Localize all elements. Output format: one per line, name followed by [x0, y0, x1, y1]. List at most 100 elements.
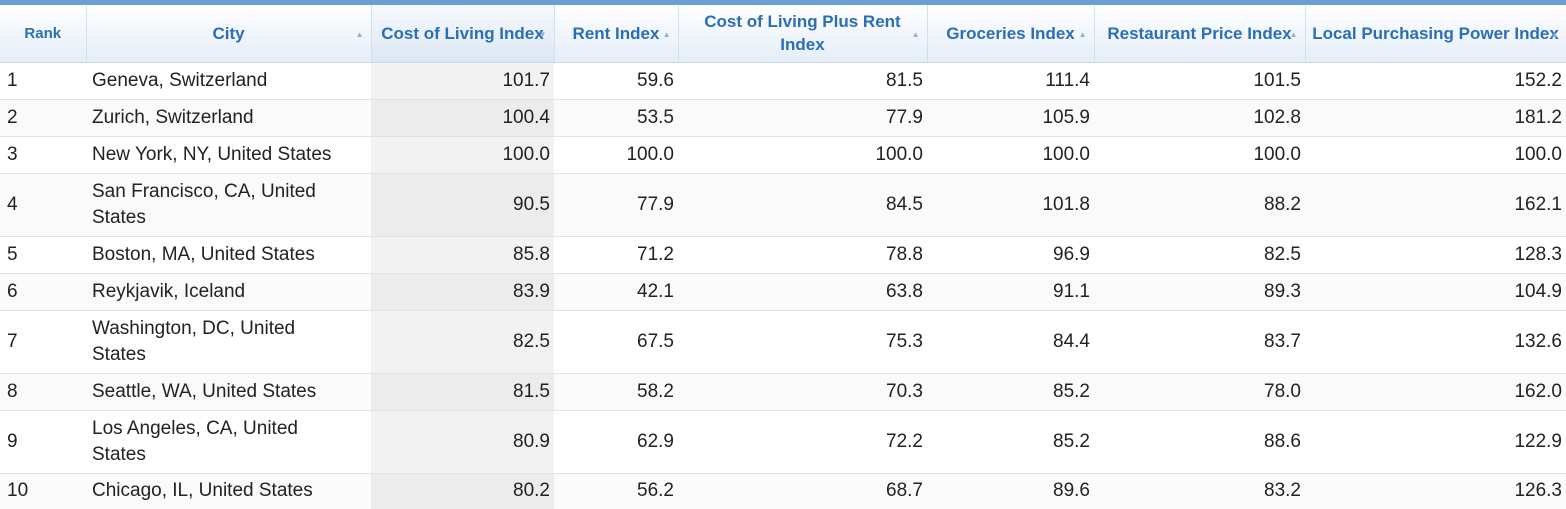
cell-cost-of-living: 90.5	[371, 173, 554, 237]
cell-rank: 6	[0, 273, 86, 311]
cell-cost-of-living: 100.4	[371, 99, 554, 137]
cell-restaurant: 100.0	[1094, 136, 1305, 174]
cell-restaurant: 78.0	[1094, 373, 1305, 411]
cell-restaurant: 102.8	[1094, 99, 1305, 137]
cell-restaurant: 88.6	[1094, 410, 1305, 474]
header-city[interactable]: City ▲	[86, 5, 372, 63]
table-row: 8 Seattle, WA, United States 81.5 58.2 7…	[0, 373, 1566, 411]
table-row: 10 Chicago, IL, United States 80.2 56.2 …	[0, 473, 1566, 509]
header-rank-label: Rank	[24, 24, 62, 42]
cell-col-plus-rent: 68.7	[678, 473, 927, 509]
cell-purchasing-power: 122.9	[1305, 410, 1566, 474]
cell-restaurant: 83.2	[1094, 473, 1305, 509]
header-rent[interactable]: Rent Index ▲	[554, 5, 679, 63]
cell-rent: 56.2	[554, 473, 678, 509]
cell-rent: 77.9	[554, 173, 678, 237]
cell-city: Geneva, Switzerland	[86, 62, 371, 100]
table-row: 6 Reykjavik, Iceland 83.9 42.1 63.8 91.1…	[0, 273, 1566, 311]
cell-groceries: 101.8	[927, 173, 1094, 237]
header-city-label: City	[212, 23, 245, 43]
sort-arrow-icon: ▲	[355, 30, 364, 40]
cell-col-plus-rent: 100.0	[678, 136, 927, 174]
header-col-plus-rent[interactable]: Cost of Living Plus Rent Index ▲	[678, 5, 928, 63]
cell-purchasing-power: 126.3	[1305, 473, 1566, 509]
cell-cost-of-living: 80.9	[371, 410, 554, 474]
cell-rank: 4	[0, 173, 86, 237]
table-row: 9 Los Angeles, CA, United States 80.9 62…	[0, 410, 1566, 474]
cell-city: San Francisco, CA, United States	[86, 173, 371, 237]
sort-arrow-icon: ▲	[1550, 30, 1559, 40]
cell-cost-of-living: 80.2	[371, 473, 554, 509]
cell-cost-of-living: 82.5	[371, 310, 554, 374]
cell-col-plus-rent: 70.3	[678, 373, 927, 411]
cell-city: Reykjavik, Iceland	[86, 273, 371, 311]
header-restaurant-label: Restaurant Price Index	[1107, 23, 1292, 43]
header-purchasing-power-label: Local Purchasing Power Index	[1312, 23, 1559, 43]
table-top-bar	[0, 0, 1566, 5]
cell-city: New York, NY, United States	[86, 136, 371, 174]
cell-groceries: 85.2	[927, 373, 1094, 411]
header-cost-of-living[interactable]: Cost of Living Index ▼	[371, 5, 555, 63]
cell-purchasing-power: 162.1	[1305, 173, 1566, 237]
table-row: 2 Zurich, Switzerland 100.4 53.5 77.9 10…	[0, 99, 1566, 137]
cell-col-plus-rent: 78.8	[678, 236, 927, 274]
cell-purchasing-power: 152.2	[1305, 62, 1566, 100]
cell-city: Zurich, Switzerland	[86, 99, 371, 137]
header-rent-label: Rent Index	[572, 23, 660, 43]
table-row: 7 Washington, DC, United States 82.5 67.…	[0, 310, 1566, 374]
cell-cost-of-living: 85.8	[371, 236, 554, 274]
cell-city: Chicago, IL, United States	[86, 473, 371, 509]
cell-groceries: 84.4	[927, 310, 1094, 374]
header-purchasing-power[interactable]: Local Purchasing Power Index ▲	[1305, 5, 1566, 63]
header-groceries[interactable]: Groceries Index ▲	[927, 5, 1095, 63]
cell-purchasing-power: 132.6	[1305, 310, 1566, 374]
cell-rank: 8	[0, 373, 86, 411]
cell-restaurant: 101.5	[1094, 62, 1305, 100]
sort-arrow-icon: ▲	[911, 30, 920, 40]
cell-rank: 5	[0, 236, 86, 274]
cell-col-plus-rent: 84.5	[678, 173, 927, 237]
header-groceries-label: Groceries Index	[946, 23, 1075, 43]
cell-cost-of-living: 81.5	[371, 373, 554, 411]
cost-of-living-table: Rank City ▲ Cost of Living Index ▼ Rent In…	[0, 5, 1566, 509]
cell-groceries: 100.0	[927, 136, 1094, 174]
cell-rent: 58.2	[554, 373, 678, 411]
cell-rent: 59.6	[554, 62, 678, 100]
table-row: 1 Geneva, Switzerland 101.7 59.6 81.5 11…	[0, 62, 1566, 100]
cell-rent: 42.1	[554, 273, 678, 311]
cell-city: Seattle, WA, United States	[86, 373, 371, 411]
table-row: 4 San Francisco, CA, United States 90.5 …	[0, 173, 1566, 237]
header-cost-of-living-label: Cost of Living Index	[381, 23, 544, 43]
cell-groceries: 91.1	[927, 273, 1094, 311]
header-restaurant[interactable]: Restaurant Price Index ▲	[1094, 5, 1306, 63]
cell-city: Boston, MA, United States	[86, 236, 371, 274]
cell-groceries: 111.4	[927, 62, 1094, 100]
cell-rank: 9	[0, 410, 86, 474]
cell-purchasing-power: 104.9	[1305, 273, 1566, 311]
header-col-plus-rent-label: Cost of Living Plus Rent Index	[704, 12, 901, 55]
cell-rent: 100.0	[554, 136, 678, 174]
table-row: 3 New York, NY, United States 100.0 100.…	[0, 136, 1566, 174]
cell-purchasing-power: 100.0	[1305, 136, 1566, 174]
cell-purchasing-power: 128.3	[1305, 236, 1566, 274]
cell-rank: 2	[0, 99, 86, 137]
cell-col-plus-rent: 77.9	[678, 99, 927, 137]
header-rank[interactable]: Rank	[0, 5, 87, 63]
cell-rank: 7	[0, 310, 86, 374]
cell-rank: 10	[0, 473, 86, 509]
cell-groceries: 89.6	[927, 473, 1094, 509]
cell-rank: 3	[0, 136, 86, 174]
cell-rent: 71.2	[554, 236, 678, 274]
cell-restaurant: 89.3	[1094, 273, 1305, 311]
header-row: Rank City ▲ Cost of Living Index ▼ Rent In…	[0, 5, 1566, 63]
cell-col-plus-rent: 81.5	[678, 62, 927, 100]
cell-col-plus-rent: 72.2	[678, 410, 927, 474]
cell-cost-of-living: 100.0	[371, 136, 554, 174]
sort-arrow-icon: ▲	[662, 30, 671, 40]
cell-groceries: 85.2	[927, 410, 1094, 474]
cell-col-plus-rent: 75.3	[678, 310, 927, 374]
cell-rank: 1	[0, 62, 86, 100]
cell-cost-of-living: 83.9	[371, 273, 554, 311]
cell-restaurant: 82.5	[1094, 236, 1305, 274]
cell-purchasing-power: 162.0	[1305, 373, 1566, 411]
